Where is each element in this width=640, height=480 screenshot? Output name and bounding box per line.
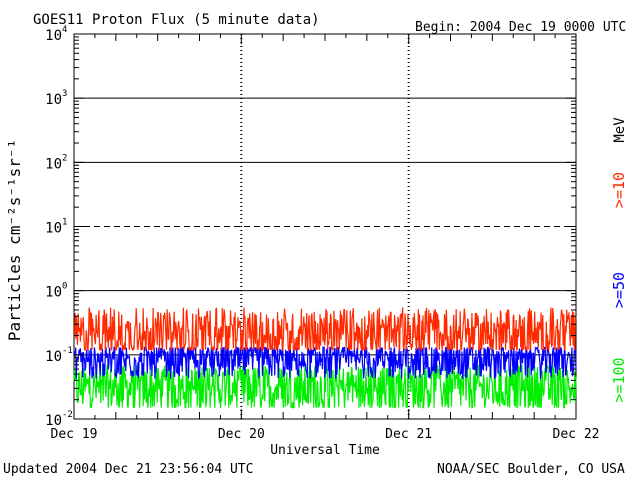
y-tick-label: 10	[45, 28, 62, 44]
series-layer	[73, 307, 577, 409]
x-tick-label: Dec 20	[218, 427, 265, 442]
axis-ticks	[73, 33, 577, 420]
credit: NOAA/SEC Boulder, CO USA	[437, 462, 625, 477]
x-tick-label: Dec 19	[51, 427, 98, 442]
legend: >=10 >=50 >=100	[610, 172, 628, 403]
y-axis-label: Particles cm⁻²s⁻¹sr⁻¹	[5, 139, 24, 341]
legend-entry: >=100	[610, 357, 628, 402]
y-tick-exponent: 3	[62, 89, 67, 99]
y-tick-label: 10	[45, 156, 62, 172]
chart-title: GOES11 Proton Flux (5 minute data)	[33, 12, 320, 28]
y-tick-label: 10	[45, 413, 62, 429]
y-tick-exponent: -2	[62, 410, 73, 420]
x-axis-label: Universal Time	[270, 443, 380, 458]
y-tick-exponent: 2	[62, 153, 67, 163]
unit-label: MeV	[612, 117, 628, 143]
y-tick-exponent: -1	[62, 346, 73, 356]
y-tick-label: 10	[45, 221, 62, 237]
series-line	[73, 345, 577, 380]
y-tick-exponent: 0	[62, 282, 67, 292]
x-tick-labels: Dec 19 Dec 20 Dec 21 Dec 22	[51, 427, 600, 442]
y-tick-label: 10	[45, 349, 62, 365]
y-tick-label: 10	[45, 92, 62, 108]
begin-time: Begin: 2004 Dec 19 0000 UTC	[415, 20, 626, 35]
updated-time: Updated 2004 Dec 21 23:56:04 UTC	[3, 462, 253, 477]
series-line	[73, 307, 577, 352]
x-tick-label: Dec 22	[553, 427, 600, 442]
legend-entry: >=50	[610, 272, 628, 308]
series-line	[73, 364, 577, 409]
y-tick-exponent: 4	[62, 25, 67, 35]
y-tick-exponent: 1	[62, 218, 67, 228]
y-tick-label: 10	[45, 285, 62, 301]
x-tick-label: Dec 21	[385, 427, 432, 442]
legend-entry: >=10	[610, 172, 628, 208]
